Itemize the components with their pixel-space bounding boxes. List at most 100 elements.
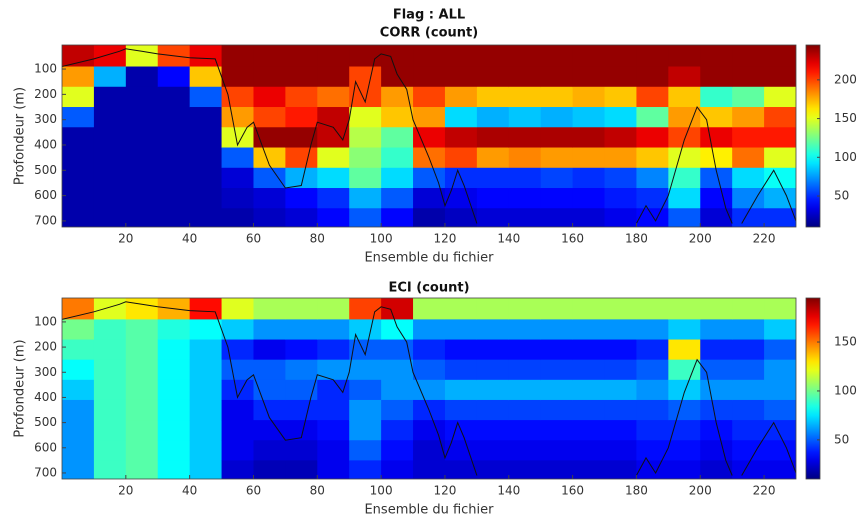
cell bbox=[668, 66, 701, 88]
cell bbox=[125, 298, 159, 320]
cell bbox=[125, 420, 159, 441]
x-tick-label: 220 bbox=[753, 484, 776, 498]
cell bbox=[381, 107, 414, 128]
cell bbox=[444, 86, 478, 108]
cell bbox=[125, 379, 159, 401]
colorbar bbox=[805, 297, 821, 480]
cell bbox=[253, 86, 286, 108]
cell bbox=[636, 359, 669, 381]
cell bbox=[285, 420, 318, 441]
cell bbox=[732, 460, 765, 479]
cell bbox=[349, 399, 382, 421]
cell bbox=[572, 420, 606, 441]
cell bbox=[381, 167, 414, 189]
cell bbox=[508, 339, 542, 361]
cell bbox=[93, 86, 127, 108]
cell bbox=[349, 86, 382, 108]
colorbar-tick-label: 100 bbox=[834, 150, 857, 164]
cell bbox=[604, 107, 637, 128]
cell bbox=[476, 147, 510, 169]
cell bbox=[285, 208, 318, 227]
cell bbox=[125, 45, 159, 68]
cell bbox=[125, 208, 159, 227]
cell bbox=[636, 399, 669, 421]
cell bbox=[540, 339, 574, 361]
cell bbox=[189, 86, 223, 108]
cell bbox=[349, 359, 382, 381]
cell bbox=[253, 66, 286, 88]
cell bbox=[349, 188, 382, 209]
cell bbox=[285, 460, 318, 479]
y-tick-label: 600 bbox=[34, 440, 57, 454]
cell bbox=[700, 399, 733, 421]
cell bbox=[221, 208, 254, 227]
cell bbox=[221, 399, 254, 421]
cell bbox=[93, 66, 127, 88]
cell bbox=[668, 188, 701, 209]
cell bbox=[381, 86, 414, 108]
cell bbox=[508, 208, 542, 227]
cell bbox=[189, 420, 223, 441]
x-tick-label: 40 bbox=[182, 484, 197, 498]
cell bbox=[317, 420, 350, 441]
cell bbox=[253, 399, 286, 421]
cell bbox=[444, 147, 478, 169]
cell bbox=[125, 147, 159, 169]
cell bbox=[604, 339, 637, 361]
cell bbox=[444, 339, 478, 361]
cell bbox=[157, 339, 191, 361]
cell bbox=[476, 66, 510, 88]
cell bbox=[93, 359, 127, 381]
cell bbox=[732, 45, 765, 68]
cell bbox=[317, 86, 350, 108]
cell bbox=[508, 86, 542, 108]
cell bbox=[668, 45, 701, 68]
cell bbox=[572, 107, 606, 128]
cell bbox=[476, 208, 510, 227]
cell bbox=[476, 379, 510, 401]
cell bbox=[317, 339, 350, 361]
cell bbox=[540, 188, 574, 209]
cell bbox=[476, 127, 510, 149]
cell bbox=[508, 359, 542, 381]
cell bbox=[62, 359, 95, 381]
cell bbox=[636, 147, 669, 169]
cell bbox=[604, 440, 637, 461]
cell bbox=[413, 127, 446, 149]
cell bbox=[508, 319, 542, 341]
cell bbox=[476, 298, 510, 320]
cell bbox=[572, 45, 606, 68]
cell bbox=[668, 86, 701, 108]
cell bbox=[444, 188, 478, 209]
cell bbox=[540, 45, 574, 68]
cell bbox=[253, 359, 286, 381]
cell bbox=[764, 359, 796, 381]
x-tick-label: 140 bbox=[497, 484, 520, 498]
cell bbox=[572, 319, 606, 341]
cell bbox=[764, 440, 796, 461]
cell bbox=[572, 66, 606, 88]
cell bbox=[125, 188, 159, 209]
cell bbox=[189, 460, 223, 479]
y-axis-label: Profondeur (m) bbox=[13, 87, 28, 185]
cell bbox=[604, 460, 637, 479]
y-tick-label: 300 bbox=[34, 365, 57, 379]
cell bbox=[93, 379, 127, 401]
cell bbox=[700, 208, 733, 227]
cell bbox=[349, 319, 382, 341]
cell bbox=[732, 319, 765, 341]
cell bbox=[668, 339, 701, 361]
cell bbox=[572, 440, 606, 461]
cell bbox=[508, 440, 542, 461]
cell bbox=[732, 399, 765, 421]
y-tick-label: 100 bbox=[34, 62, 57, 76]
cell bbox=[604, 420, 637, 441]
x-tick-label: 160 bbox=[561, 232, 584, 246]
cell bbox=[189, 359, 223, 381]
y-tick-label: 400 bbox=[34, 390, 57, 404]
cell bbox=[604, 167, 637, 189]
y-tick-label: 500 bbox=[34, 163, 57, 177]
cell bbox=[381, 399, 414, 421]
cell bbox=[317, 188, 350, 209]
